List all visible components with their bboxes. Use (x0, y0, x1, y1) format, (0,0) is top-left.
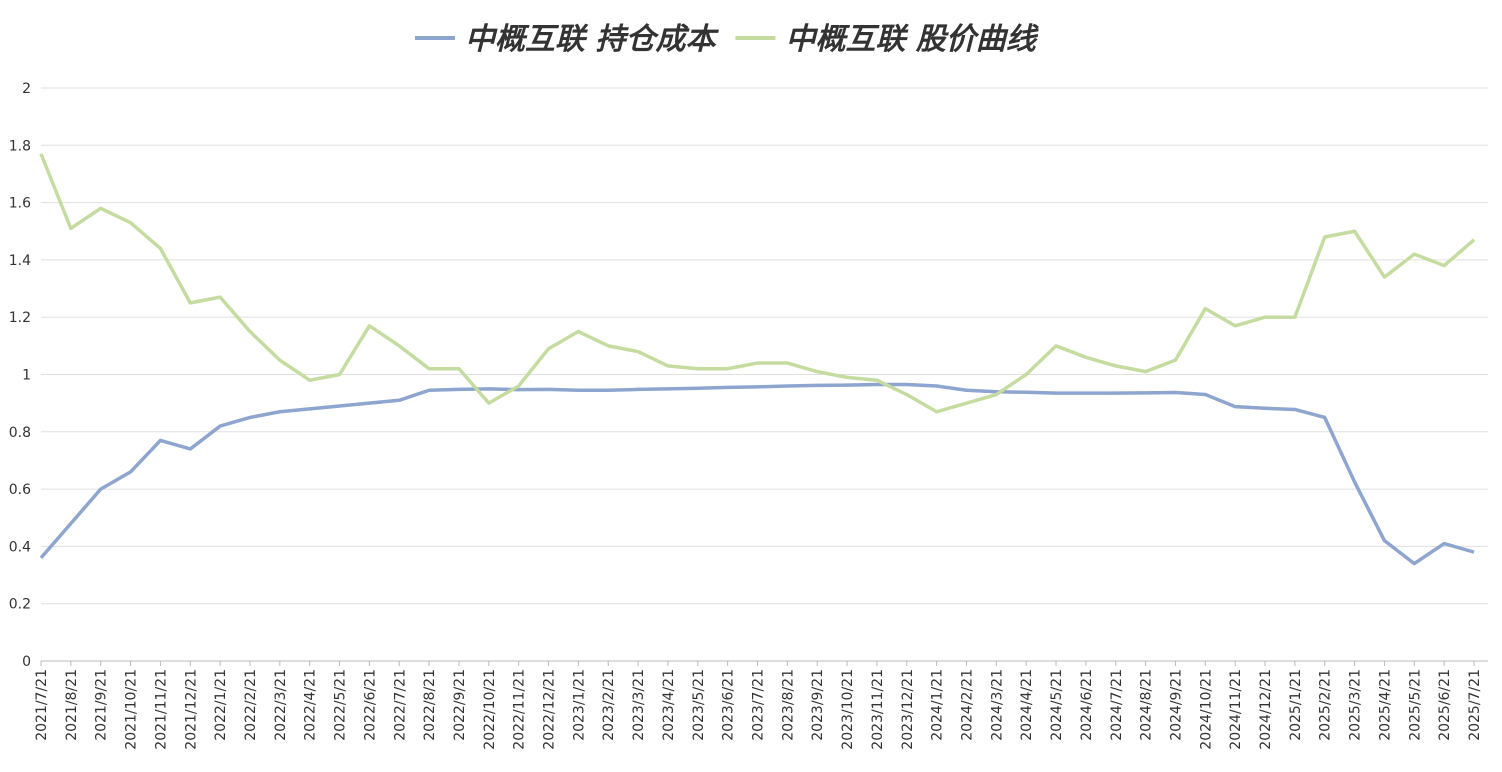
x-tick-label: 2024/2/21 (959, 669, 975, 741)
x-tick-label: 2024/6/21 (1079, 669, 1095, 741)
x-tick-label: 2024/7/21 (1109, 669, 1125, 741)
x-tick-label: 2022/2/21 (243, 669, 259, 741)
y-tick-label: 1.4 (9, 253, 31, 269)
y-tick-label: 1 (22, 368, 31, 384)
x-tick-label: 2022/6/21 (362, 669, 378, 741)
x-tick-label: 2024/12/21 (1258, 669, 1274, 750)
x-tick-label: 2024/10/21 (1198, 669, 1214, 750)
x-tick-label: 2024/1/21 (930, 669, 946, 741)
series-line (39, 382, 1475, 566)
y-tick-label: 1.8 (9, 138, 31, 154)
x-tick-label: 2024/8/21 (1139, 669, 1155, 741)
x-tick-label: 2025/6/21 (1437, 669, 1453, 741)
x-tick-label: 2025/4/21 (1377, 669, 1393, 741)
y-tick-label: 0.8 (9, 425, 31, 441)
x-tick-label: 2022/11/21 (512, 669, 528, 750)
x-tick-label: 2023/7/21 (751, 669, 767, 741)
x-tick-label: 2023/5/21 (691, 669, 707, 741)
x-tick-label: 2022/4/21 (303, 669, 319, 741)
y-tick-label: 1.6 (9, 196, 31, 212)
x-tick-label: 2021/10/21 (124, 669, 140, 750)
x-tick-label: 2025/1/21 (1288, 669, 1304, 741)
legend-label: 中概互联 持仓成本 (465, 22, 719, 57)
x-tick-label: 2024/9/21 (1168, 669, 1184, 741)
x-tick-label: 2021/12/21 (183, 669, 199, 750)
x-tick-label: 2022/1/21 (213, 669, 229, 741)
x-tick-label: 2023/3/21 (631, 669, 647, 741)
x-tick-label: 2023/2/21 (601, 669, 617, 741)
x-tick-label: 2021/8/21 (64, 669, 80, 741)
x-tick-label: 2022/7/21 (392, 669, 408, 741)
x-tick-label: 2023/8/21 (780, 669, 796, 741)
x-tick-label: 2023/6/21 (721, 669, 737, 741)
x-tick-label: 2022/10/21 (482, 669, 498, 750)
x-tick-label: 2023/11/21 (870, 669, 886, 750)
x-tick-label: 2024/11/21 (1228, 669, 1244, 750)
x-tick-label: 2023/10/21 (840, 669, 856, 750)
y-tick-label: 0.2 (9, 597, 31, 613)
x-tick-label: 2021/11/21 (153, 669, 169, 750)
x-tick-label: 2025/7/21 (1467, 669, 1483, 741)
x-tick-label: 2021/9/21 (94, 669, 110, 741)
x-tick-label: 2025/3/21 (1348, 669, 1364, 741)
x-tick-label: 2025/5/21 (1407, 669, 1423, 741)
x-tick-label: 2021/7/21 (34, 669, 50, 741)
y-tick-label: 0.6 (9, 482, 31, 498)
x-tick-label: 2023/12/21 (900, 669, 916, 750)
x-tick-label: 2024/3/21 (989, 669, 1005, 741)
x-tick-label: 2024/5/21 (1049, 669, 1065, 741)
series-line (39, 153, 1476, 414)
y-tick-label: 0.4 (9, 539, 31, 555)
legend-label: 中概互联 股价曲线 (785, 22, 1039, 57)
x-tick-label: 2022/5/21 (333, 669, 349, 741)
x-tick-label: 2023/9/21 (810, 669, 826, 741)
x-tick-label: 2022/12/21 (542, 669, 558, 750)
y-tick-label: 1.2 (9, 310, 31, 326)
x-tick-label: 2022/8/21 (422, 669, 438, 741)
x-tick-label: 2024/4/21 (1019, 669, 1035, 741)
x-tick-label: 2023/4/21 (661, 669, 677, 741)
x-tick-label: 2025/2/21 (1318, 669, 1334, 741)
y-tick-label: 0 (22, 654, 31, 670)
x-tick-label: 2023/1/21 (571, 669, 587, 741)
y-tick-label: 2 (22, 81, 31, 97)
x-tick-label: 2022/9/21 (452, 669, 468, 741)
x-tick-label: 2022/3/21 (273, 669, 289, 741)
